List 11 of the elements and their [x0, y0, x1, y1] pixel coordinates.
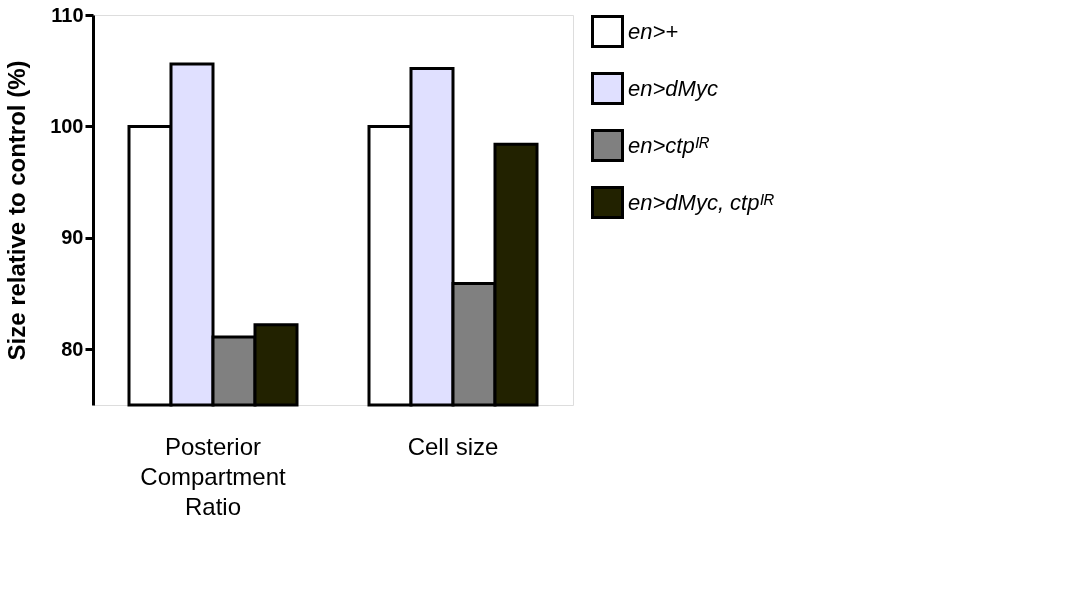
y-tick-label: 90	[61, 226, 84, 249]
y-tick-label: 80	[61, 337, 84, 360]
legend-label: en>dMyc	[628, 75, 718, 101]
x-tick-label: Posterior Compartment Ratio	[140, 432, 287, 520]
y-tick-label: 100	[50, 114, 84, 137]
legend-label: en>ctpᴵᴿ	[628, 132, 710, 158]
y-axis-title: Size relative to control (%)	[3, 60, 31, 361]
y-tick-label: 110	[51, 3, 84, 26]
legend-label: en>dMyc, ctpᴵᴿ	[628, 189, 774, 215]
x-tick-label: Cell size	[407, 432, 499, 460]
legend-label: en>+	[628, 18, 679, 44]
